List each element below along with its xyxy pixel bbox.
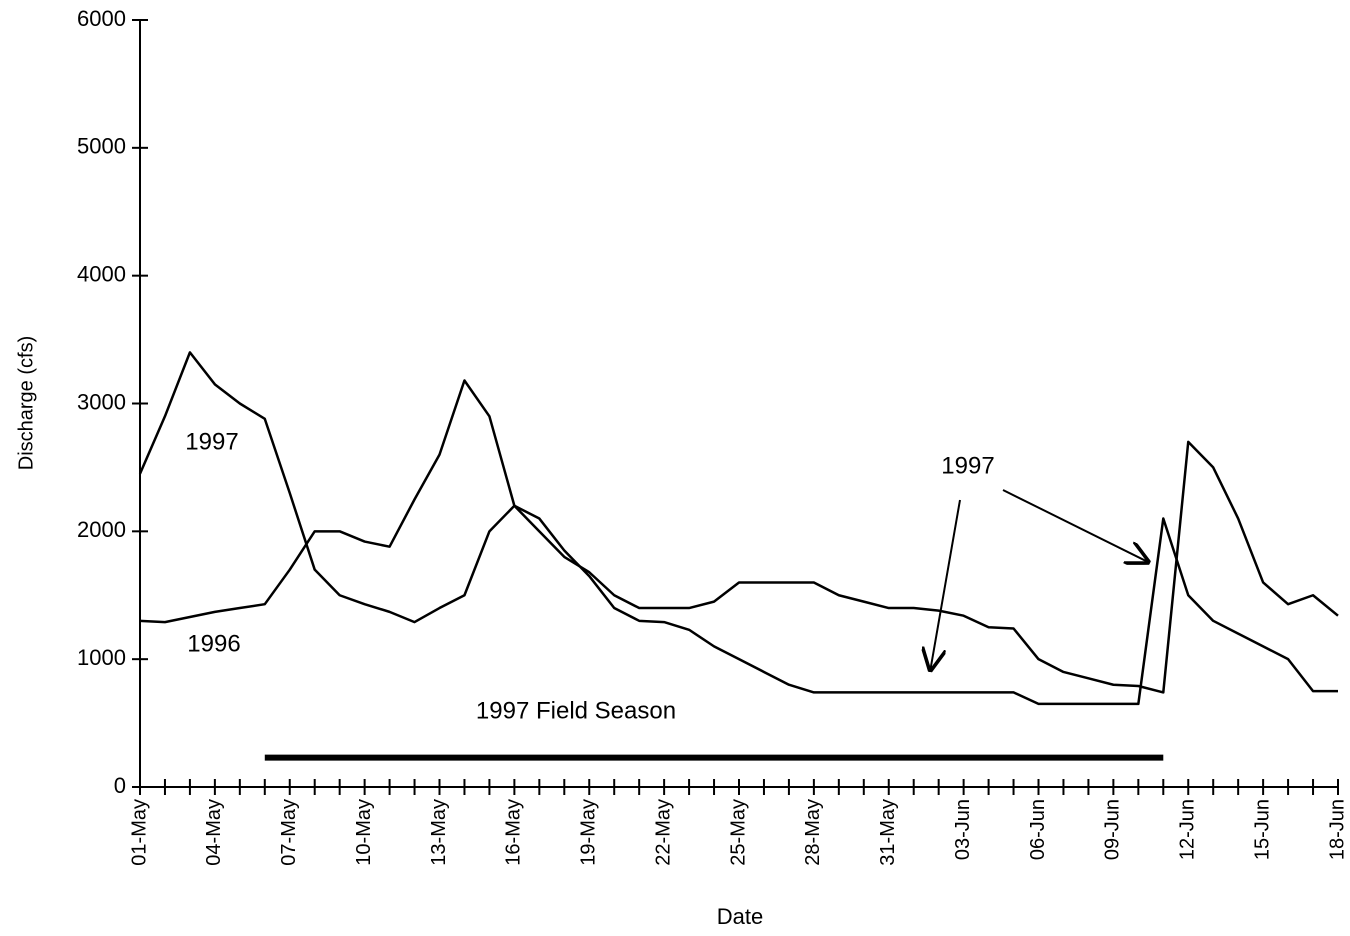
annotation: 1997 [185, 428, 238, 455]
x-axis-label: Date [717, 904, 763, 929]
arrow [1002, 489, 1150, 563]
arrow [930, 499, 961, 672]
x-tick-label: 04-May [203, 799, 225, 866]
x-tick-label: 10-May [353, 799, 375, 866]
x-tick-label: 03-Jun [952, 799, 974, 860]
y-tick-label: 4000 [77, 261, 126, 286]
field-season-label: 1997 Field Season [476, 697, 676, 724]
x-tick-label: 25-May [727, 799, 749, 866]
x-tick-label: 31-May [877, 799, 899, 866]
y-tick-label: 0 [114, 773, 126, 798]
x-tick-label: 01-May [128, 799, 150, 866]
series-line [138, 351, 1338, 706]
x-tick-label: 06-Jun [1027, 799, 1049, 860]
y-tick-label: 3000 [77, 389, 126, 414]
y-axis-label: Discharge (cfs) [15, 336, 37, 470]
x-tick-label: 22-May [652, 799, 674, 866]
y-tick-label: 5000 [77, 134, 126, 159]
y-tick-label: 1000 [77, 645, 126, 670]
series-line [139, 379, 1339, 694]
x-tick-label: 12-Jun [1177, 799, 1199, 860]
x-tick-label: 13-May [428, 799, 450, 866]
y-tick-label: 6000 [77, 6, 126, 31]
x-tick-label: 16-May [503, 799, 525, 866]
x-tick-label: 07-May [278, 799, 300, 866]
annotation: 1997 [941, 452, 994, 479]
x-tick-label: 15-Jun [1251, 799, 1273, 860]
x-tick-label: 28-May [802, 799, 824, 866]
y-tick-label: 2000 [77, 517, 126, 542]
annotation: 1996 [187, 630, 240, 657]
x-tick-label: 19-May [578, 799, 600, 866]
x-tick-label: 18-Jun [1326, 799, 1348, 860]
x-tick-label: 09-Jun [1102, 799, 1124, 860]
